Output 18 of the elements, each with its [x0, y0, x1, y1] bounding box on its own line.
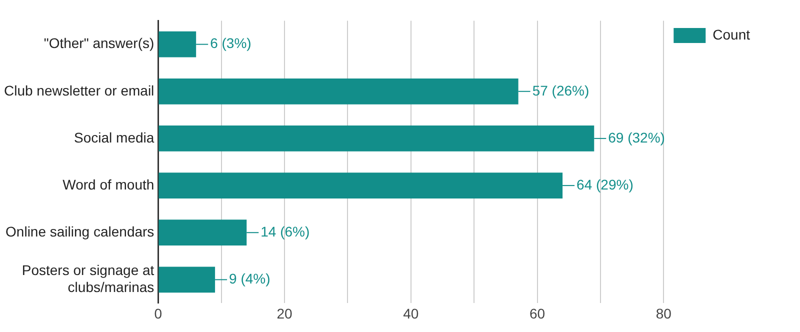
- x-tick-label: 20: [276, 305, 293, 322]
- data-label: 57 (26%): [532, 82, 590, 98]
- y-tick-label: Social media: [74, 129, 154, 146]
- x-tick-label: 80: [656, 305, 672, 322]
- y-tick-label: "Other" answer(s): [44, 35, 154, 52]
- data-label: 14 (6%): [260, 223, 310, 240]
- x-tick-label: 0: [154, 305, 162, 322]
- y-tick-label: Online sailing calendars: [6, 223, 154, 240]
- y-tick-label: Posters or signage at clubs/marinas: [22, 262, 154, 295]
- x-tick-label: 60: [529, 305, 546, 322]
- data-label: 64 (29%): [576, 176, 634, 192]
- data-label: 9 (4%): [229, 270, 270, 287]
- data-label: 69 (32%): [608, 129, 665, 146]
- legend-label: Count: [712, 26, 750, 42]
- y-tick-label: Word of mouth: [62, 176, 154, 192]
- y-tick-label: Club newsletter or email: [4, 82, 154, 98]
- x-tick-label: 40: [403, 305, 419, 322]
- data-label: 6 (3%): [210, 35, 252, 52]
